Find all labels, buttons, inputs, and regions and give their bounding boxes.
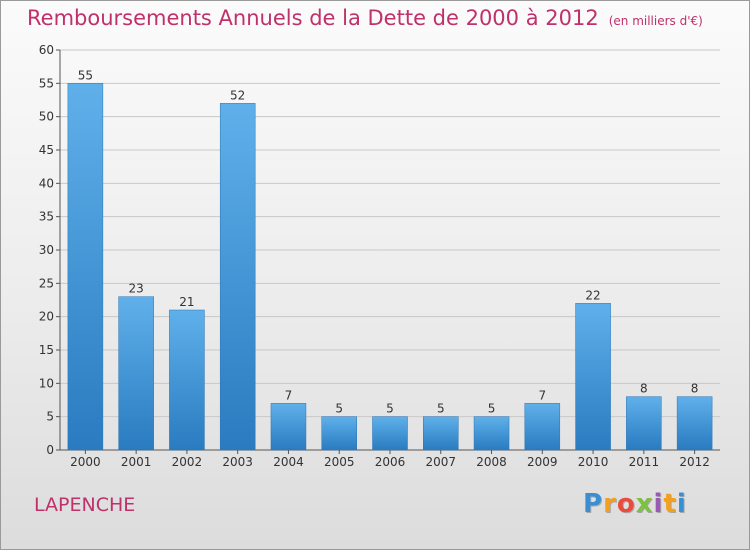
- x-tick-label: 2011: [629, 455, 660, 469]
- y-tick-label: 25: [39, 276, 54, 290]
- bar-2012: [676, 396, 713, 451]
- x-tick-label: 2009: [527, 455, 558, 469]
- logo-letter: t: [663, 489, 677, 519]
- x-axis-ticks: 2000 2001 2002 2003 2004 2005 2006 2007 2008 2009…: [70, 450, 710, 469]
- value-label: 8: [691, 382, 699, 396]
- bar-2010: [575, 303, 611, 451]
- bar-2003: [219, 103, 256, 451]
- bar-2011: [626, 396, 662, 451]
- bars: [67, 83, 713, 451]
- bar-2006: [372, 416, 408, 451]
- value-label: 55: [78, 68, 93, 82]
- y-tick-label: 5: [46, 410, 54, 424]
- y-tick-label: 20: [39, 310, 54, 324]
- y-tick-label: 45: [39, 143, 54, 157]
- x-tick-label: 2008: [476, 455, 507, 469]
- value-label: 7: [538, 388, 546, 402]
- proxiti-logo: Proxiti: [583, 489, 687, 519]
- logo-letter: o: [616, 489, 636, 519]
- chart-title-text: Remboursements Annuels de la Dette de 20…: [27, 6, 599, 30]
- value-label: 5: [437, 402, 445, 416]
- logo-letter: P: [583, 489, 604, 519]
- bar-2008: [473, 416, 510, 451]
- x-tick-label: 2007: [425, 455, 456, 469]
- value-label: 23: [129, 282, 144, 296]
- x-tick-label: 2002: [172, 455, 203, 469]
- logo-letter: x: [635, 489, 654, 519]
- x-tick-label: 2006: [375, 455, 406, 469]
- value-label: 5: [335, 402, 343, 416]
- logo-letter: i: [653, 489, 664, 519]
- x-tick-label: 2003: [222, 455, 253, 469]
- y-tick-label: 50: [39, 110, 54, 124]
- x-tick-label: 2005: [324, 455, 355, 469]
- value-label: 21: [179, 295, 194, 309]
- value-label: 8: [640, 382, 648, 396]
- x-tick-label: 2010: [578, 455, 609, 469]
- bar-2002: [169, 309, 205, 451]
- bar-2004: [270, 403, 307, 451]
- y-tick-label: 35: [39, 210, 54, 224]
- x-tick-label: 2012: [679, 455, 710, 469]
- y-tick-label: 10: [39, 376, 54, 390]
- grid-lines: [60, 49, 720, 451]
- value-label: 5: [386, 402, 394, 416]
- y-tick-label: 60: [39, 43, 54, 57]
- bar-2007: [423, 416, 459, 451]
- chart-unit: (en milliers d'€): [608, 14, 703, 28]
- y-tick-label: 15: [39, 343, 54, 357]
- logo-letter: r: [603, 489, 617, 519]
- value-label: 52: [230, 88, 245, 102]
- value-label: 5: [488, 402, 496, 416]
- y-tick-label: 55: [39, 76, 54, 90]
- bar-2005: [321, 416, 357, 451]
- logo-letter: i: [676, 489, 687, 519]
- bar-2009: [524, 403, 561, 451]
- value-label: 22: [585, 288, 600, 302]
- value-label: 7: [285, 388, 293, 402]
- y-tick-label: 40: [39, 176, 54, 190]
- x-tick-label: 2001: [121, 455, 152, 469]
- x-tick-label: 2000: [70, 455, 101, 469]
- y-axis-ticks: 0 5 10 15 20 25 30 35 40 45 50 55 60: [39, 43, 60, 457]
- y-tick-label: 0: [46, 443, 54, 457]
- x-tick-label: 2004: [273, 455, 304, 469]
- y-tick-label: 30: [39, 243, 54, 257]
- bar-2001: [118, 296, 154, 451]
- bar-2000: [67, 83, 104, 451]
- commune-name: LAPENCHE: [34, 494, 136, 516]
- chart-title: Remboursements Annuels de la Dette de 20…: [27, 6, 703, 30]
